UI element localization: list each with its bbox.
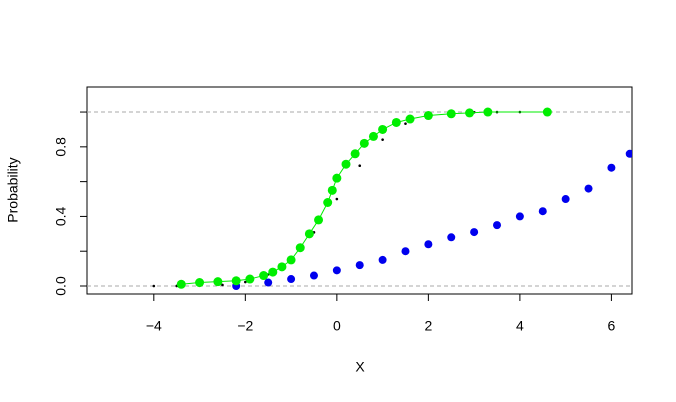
x-tick-label: 2: [424, 318, 432, 334]
data-point: [391, 117, 401, 127]
data-point: [287, 275, 296, 284]
data-point: [542, 107, 552, 117]
data-point: [355, 261, 364, 270]
data-point: [447, 233, 456, 242]
data-point: [424, 240, 433, 249]
data-point: [286, 255, 296, 265]
x-tick-label: −4: [146, 318, 162, 334]
data-point: [405, 114, 415, 124]
data-point: [213, 277, 223, 287]
data-point: [259, 271, 269, 281]
data-point: [244, 280, 247, 284]
data-point: [584, 184, 593, 193]
x-tick-label: 6: [608, 318, 616, 334]
data-point: [195, 278, 205, 288]
x-axis-title: X: [355, 359, 365, 375]
data-point: [277, 262, 287, 272]
data-point: [423, 111, 433, 121]
data-point: [323, 198, 333, 208]
data-point: [295, 243, 305, 253]
x-tick-label: −2: [237, 318, 253, 334]
data-point: [378, 255, 387, 264]
plot-frame: [86, 86, 633, 295]
data-point: [309, 271, 318, 280]
data-point: [561, 195, 570, 204]
data-point: [152, 284, 156, 288]
data-point: [465, 108, 475, 118]
data-point: [231, 276, 241, 286]
data-point: [332, 266, 341, 275]
y-axis-title: Probability: [5, 157, 21, 222]
data-point: [264, 278, 273, 287]
data-point: [176, 279, 186, 289]
data-point: [332, 173, 342, 183]
data-point: [378, 124, 388, 134]
data-point: [221, 283, 224, 287]
y-tick-label: 0.4: [53, 206, 69, 226]
data-point: [335, 197, 339, 201]
data-point: [245, 274, 255, 284]
data-point: [470, 228, 479, 237]
data-point: [483, 107, 493, 117]
data-point: [404, 122, 407, 125]
data-point: [401, 247, 410, 256]
data-point: [358, 164, 362, 168]
data-point: [304, 229, 314, 239]
data-point: [493, 221, 502, 230]
x-tick-label: 0: [333, 318, 341, 334]
data-point: [350, 149, 360, 159]
data-point: [314, 215, 324, 225]
data-point: [446, 109, 456, 119]
data-point: [341, 159, 351, 169]
data-point: [625, 149, 632, 158]
data-point: [327, 185, 337, 195]
data-point: [268, 267, 278, 277]
data-point: [381, 138, 384, 141]
y-tick-label: 0.8: [53, 137, 69, 157]
data-point: [368, 131, 378, 141]
data-point: [607, 163, 616, 172]
data-point: [359, 138, 369, 148]
y-tick-label: 0.0: [53, 276, 69, 296]
data-point: [538, 207, 547, 216]
data-point: [515, 212, 524, 221]
x-tick-label: 4: [516, 318, 524, 334]
plot-area: [87, 107, 632, 290]
series-line: [181, 111, 548, 285]
